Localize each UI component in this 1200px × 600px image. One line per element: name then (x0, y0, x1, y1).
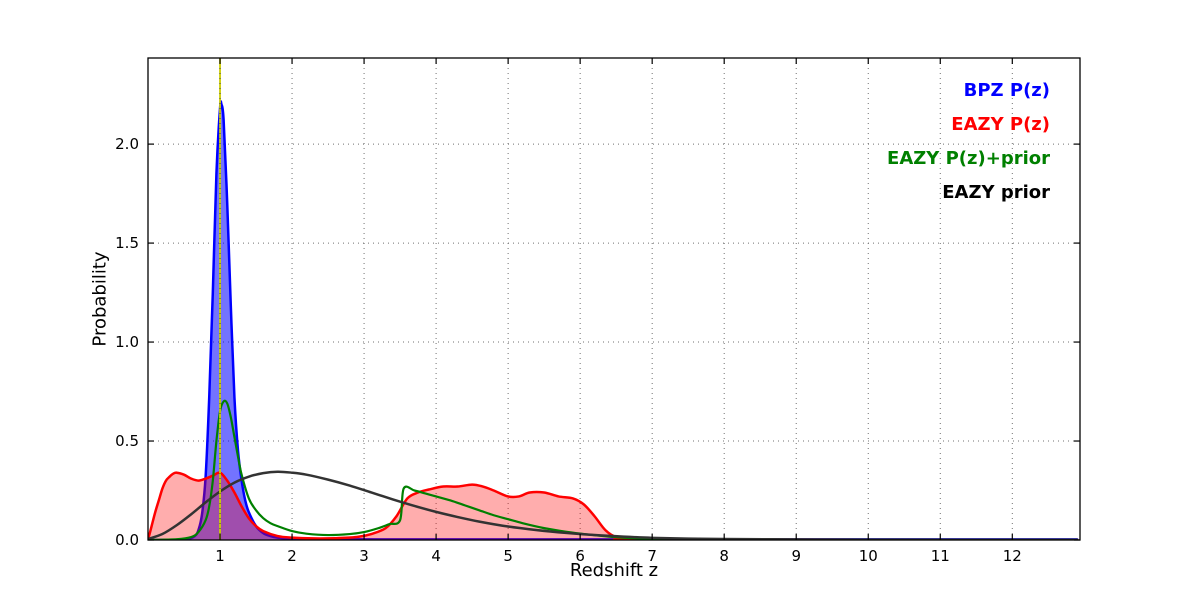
x-tick-label: 5 (503, 547, 513, 565)
y-tick-label: 1.0 (115, 333, 139, 351)
legend-item: BPZ P(z) (963, 80, 1050, 101)
x-tick-label: 8 (719, 547, 729, 565)
y-tick-label: 0.5 (115, 432, 139, 450)
x-tick-label: 2 (287, 547, 297, 565)
legend-item: EAZY prior (942, 182, 1050, 203)
x-tick-label: 1 (215, 547, 225, 565)
x-tick-label: 12 (1003, 547, 1022, 565)
x-axis-label: Redshift z (569, 560, 659, 581)
x-tick-label: 4 (431, 547, 441, 565)
series-fill-eazy-p-z (148, 472, 1078, 540)
series-line-eazy-prior (148, 470, 1079, 540)
legend-item: EAZY P(z)+prior (887, 148, 1050, 169)
legend-item: EAZY P(z) (951, 114, 1050, 135)
series-line-eazy-p-z (148, 471, 1079, 540)
y-tick-label: 1.5 (115, 234, 139, 252)
tick-group (148, 58, 1080, 541)
legend: BPZ P(z) EAZY P(z) EAZY P(z)+prior EAZY pri… (887, 74, 1050, 210)
x-tick-label: 9 (791, 547, 801, 565)
axes-frame (147, 57, 1081, 541)
series-fill-bpz-p-z (148, 101, 1078, 540)
series-group (148, 100, 1079, 540)
y-tick-label: 0.0 (115, 531, 139, 549)
tick-label-group: 1 2 3 4 5 6 7 8 9 10 11 120.00.51.01.52.0 (115, 135, 1022, 565)
x-tick-label: 11 (931, 547, 950, 565)
x-tick-label: 6 (575, 547, 585, 565)
y-tick-label: 2.0 (115, 135, 139, 153)
x-tick-label: 7 (647, 547, 657, 565)
series-line-eazy-p-z-prior (148, 399, 1079, 540)
x-tick-label: 10 (859, 547, 878, 565)
x-tick-label: 3 (359, 547, 369, 565)
y-axis-label: Probability (89, 251, 111, 347)
